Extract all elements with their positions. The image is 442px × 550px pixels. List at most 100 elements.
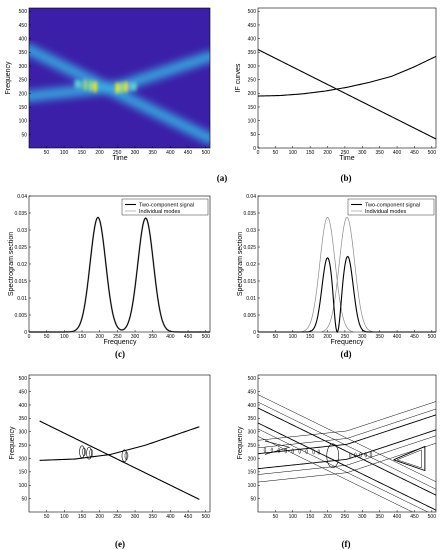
ridge-curve: [39, 420, 200, 500]
ridge-curve: [39, 426, 200, 461]
contour-blob: [298, 448, 301, 454]
x-tick-label: 350: [376, 514, 385, 520]
y-tick-label: 450: [19, 23, 28, 29]
contour-blob: [359, 452, 362, 458]
individual-modes-line: [29, 216, 210, 333]
panel-caption: (a): [217, 173, 228, 183]
y-tick-label: 450: [248, 23, 257, 29]
interference-fringe: [115, 82, 120, 94]
y-tick-label: 50: [21, 496, 27, 502]
x-tick-label: 450: [410, 514, 419, 520]
legend-entry: Individual modes: [365, 209, 407, 215]
y-tick-label: 150: [248, 470, 257, 476]
x-tick-label: 450: [410, 334, 419, 340]
y-tick-label: 150: [19, 470, 28, 476]
ridge-loop: [89, 448, 93, 458]
y-tick-label: 0: [24, 330, 27, 336]
x-tick-label: 250: [341, 150, 350, 156]
x-tick-label: 150: [306, 334, 315, 340]
y-tick-label: 0.03: [17, 228, 27, 234]
x-tick-label: 200: [323, 334, 332, 340]
interference-fringe: [119, 81, 124, 94]
panel-e: 50 100 150 200 250 300 350 400 450 500 50 100 150 200…: [9, 374, 211, 549]
legend-box: [347, 198, 435, 216]
y-tick-label: 0.04: [246, 194, 256, 200]
y-tick-label: 500: [19, 9, 28, 15]
x-axis-label: Time: [112, 155, 127, 162]
two-component-line: [29, 217, 210, 333]
x-tick-label: 400: [393, 514, 402, 520]
x-tick-label: 500: [428, 334, 437, 340]
y-tick-label: 0.035: [14, 211, 27, 217]
x-tick-label: 350: [376, 334, 385, 340]
y-tick-label: 100: [248, 118, 257, 124]
legend-box: [121, 198, 209, 216]
y-tick-label: 300: [19, 430, 28, 436]
y-tick-label: 0.02: [246, 262, 256, 268]
y-tick-label: 400: [248, 36, 257, 42]
contour-blob: [284, 448, 287, 454]
x-tick-label: 350: [149, 334, 158, 340]
x-tick-label: 500: [428, 514, 437, 520]
y-tick-label: 50: [250, 132, 256, 138]
x-tick-label: 450: [184, 150, 193, 156]
contour-line: [258, 394, 436, 483]
y-tick-label: 200: [248, 456, 257, 462]
x-tick-label: 0: [257, 150, 260, 156]
x-tick-label: 350: [149, 514, 158, 520]
y-axis-label: IF curves: [235, 63, 242, 92]
x-tick-label: 150: [78, 514, 87, 520]
y-tick-label: 400: [19, 403, 28, 409]
x-tick-label: 350: [148, 150, 157, 156]
y-tick-label: 500: [248, 9, 257, 15]
ridge-loop: [121, 449, 128, 463]
x-tick-label: 500: [202, 514, 211, 520]
x-tick-label: 300: [131, 334, 140, 340]
contour-blob: [305, 448, 308, 455]
interference-fringe: [83, 78, 88, 91]
panel-caption: (d): [341, 349, 352, 359]
x-tick-label: 200: [96, 334, 105, 340]
x-tick-label: 400: [166, 514, 175, 520]
x-tick-label: 250: [113, 150, 122, 156]
y-tick-label: 0.03: [246, 228, 256, 234]
y-tick-label: 450: [19, 389, 28, 395]
y-axis-label: Spectrogram section: [237, 232, 244, 296]
y-tick-label: 0.015: [243, 279, 256, 285]
panel-caption: (f): [342, 539, 351, 549]
y-tick-label: 400: [19, 36, 28, 42]
y-tick-label: 50: [250, 496, 256, 502]
individual-mode-line: [258, 216, 436, 333]
y-axis-label: Spectrogram section: [8, 232, 15, 296]
individual-mode-line: [258, 216, 436, 333]
x-tick-label: 500: [202, 150, 211, 156]
y-tick-label: 350: [19, 416, 28, 422]
contour-line: [258, 429, 436, 470]
interference-fringe: [78, 79, 82, 90]
plot-frame: [28, 195, 211, 333]
x-tick-label: 50: [273, 514, 279, 520]
y-tick-label: 300: [248, 430, 257, 436]
y-tick-label: 350: [248, 50, 257, 56]
y-tick-label: 0.01: [17, 296, 27, 302]
if-curve: [257, 49, 437, 140]
x-tick-label: 300: [358, 150, 367, 156]
y-tick-label: 0.035: [243, 211, 256, 217]
x-tick-label: 100: [289, 514, 298, 520]
contour-line: [258, 401, 436, 441]
y-tick-label: 150: [248, 105, 257, 111]
y-tick-label: 0.025: [243, 245, 256, 251]
x-tick-label: 0: [257, 334, 260, 340]
x-tick-label: 50: [273, 150, 279, 156]
contour-blob: [277, 447, 280, 454]
x-tick-label: 250: [113, 514, 122, 520]
ridge-loop: [86, 446, 92, 460]
plot-frame: [257, 7, 437, 149]
contour-loop: [326, 443, 340, 469]
x-tick-label: 200: [96, 514, 105, 520]
contour-line: [258, 428, 429, 512]
contour-line: [258, 414, 436, 455]
x-tick-label: 100: [60, 334, 69, 340]
contour-triangle: [393, 445, 426, 472]
